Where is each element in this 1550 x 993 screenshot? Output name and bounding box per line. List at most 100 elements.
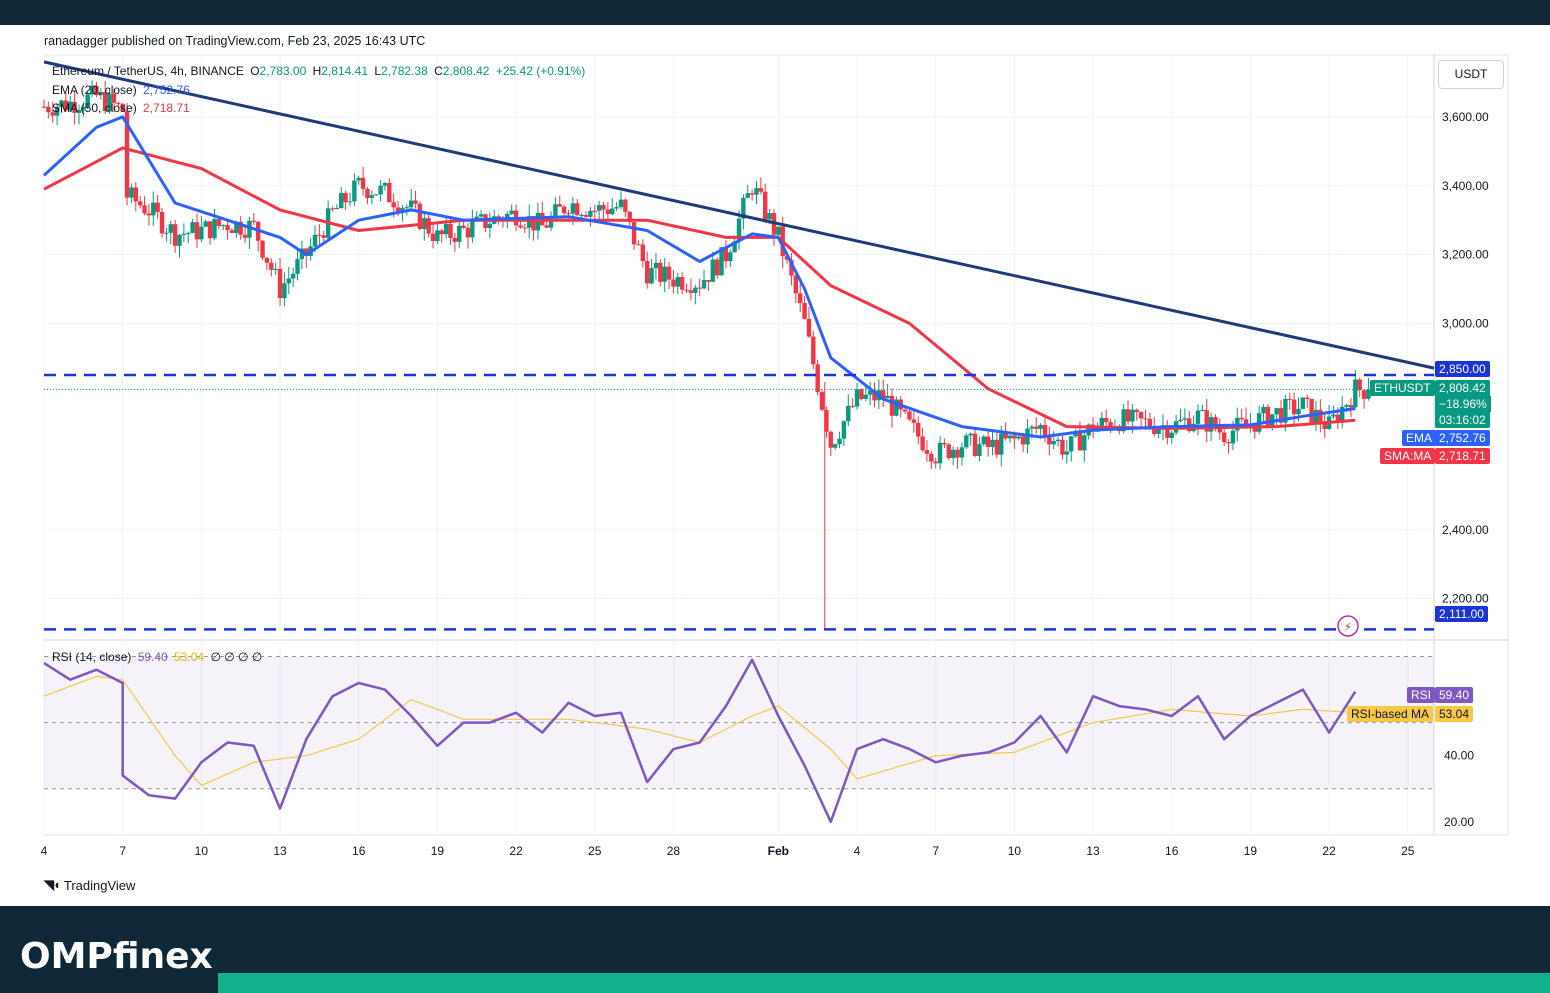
candle-body <box>946 444 952 459</box>
candle-body <box>1147 418 1153 428</box>
price-tick-label: 3,200.00 <box>1442 248 1489 262</box>
date-tick-label: 19 <box>431 844 445 858</box>
candle-body <box>1300 397 1306 409</box>
candle-body <box>120 104 125 112</box>
candle-body <box>1287 399 1292 401</box>
candle-body <box>964 435 969 448</box>
candle-body <box>234 221 239 233</box>
currency-button[interactable]: USDT <box>1438 60 1504 89</box>
candle-body <box>203 221 208 227</box>
candle-body <box>811 336 816 365</box>
rsi-value-tag: 59.40 <box>1435 687 1474 703</box>
date-tick-label: Feb <box>768 844 789 858</box>
candle-body <box>1042 425 1048 436</box>
legend-symbol-line: Ethereum / TetherUS, 4h, BINANCE O2,783.… <box>52 64 588 78</box>
lightning-icon-ring <box>1337 615 1359 637</box>
candle-body <box>1331 414 1336 417</box>
candle-body <box>352 180 357 202</box>
candle-body <box>1125 409 1131 422</box>
indicator-layer: ⚡ <box>42 60 1435 824</box>
candle-body <box>408 200 414 208</box>
candle-body <box>63 100 69 111</box>
candle-body <box>172 224 178 246</box>
candle-body <box>627 211 632 223</box>
candle-body <box>1134 409 1139 413</box>
candle-body <box>1121 409 1126 432</box>
candle-body <box>509 210 514 214</box>
candle-body <box>98 92 104 96</box>
candle-body <box>723 247 729 262</box>
candle-body <box>640 244 646 261</box>
candle-body <box>662 266 667 282</box>
candle-body <box>426 218 431 234</box>
legend-rsi-label: RSI (14, close) <box>52 650 132 664</box>
candle-body <box>207 221 213 239</box>
legend-high-label: H <box>312 64 322 78</box>
candle-body <box>295 259 300 274</box>
sma-label-tag: SMA:MA <box>1380 448 1436 464</box>
candle-body <box>1213 417 1218 429</box>
top-bar <box>0 0 1550 25</box>
candle-body <box>636 244 641 246</box>
candle-body <box>286 278 291 284</box>
candle-body <box>391 202 396 208</box>
candle-body <box>929 453 934 462</box>
candle-body <box>41 106 47 108</box>
candle-body <box>260 240 265 258</box>
legend-rsi-extra: ∅ ∅ ∅ ∅ <box>210 650 263 664</box>
candle-body <box>124 111 130 198</box>
candle-body <box>881 390 886 399</box>
lightning-icon-glyph: ⚡ <box>1344 620 1352 634</box>
candle-body <box>566 213 571 215</box>
candle-body <box>618 199 624 208</box>
candle-body <box>356 177 361 181</box>
candle-body <box>837 438 842 445</box>
candle-body <box>518 225 523 228</box>
candle-body <box>242 234 248 238</box>
footer-stripe <box>218 973 1550 993</box>
legend-change: +25.42 (+0.91%) <box>495 64 586 78</box>
candle-body <box>452 237 458 242</box>
candle-body <box>1318 409 1323 424</box>
price-tick-label: 2,200.00 <box>1442 592 1489 606</box>
candle-body <box>317 234 322 236</box>
date-tick-label: 22 <box>1322 844 1336 858</box>
candle-body <box>846 405 851 422</box>
candle-body <box>54 107 60 116</box>
candle-body <box>177 234 182 246</box>
candle-body <box>972 433 978 456</box>
candle-body <box>1217 428 1223 433</box>
ema-label-tag: EMA <box>1402 430 1437 446</box>
legend-rsi-line: RSI (14, close) 59.40 53.04 ∅ ∅ ∅ ∅ <box>52 650 265 664</box>
last-price-tag: 2,808.42 <box>1435 380 1490 396</box>
candle-body <box>343 193 348 203</box>
candle-body <box>1366 389 1371 399</box>
candle-body <box>548 215 554 228</box>
candle-body <box>693 287 698 293</box>
candle-body <box>129 187 134 198</box>
support-price-tag: 2,111.00 <box>1435 606 1488 622</box>
candle-body <box>1099 417 1104 426</box>
candle-layer <box>41 80 1376 630</box>
candle-body <box>784 256 790 260</box>
candle-body <box>985 436 991 448</box>
candle-body <box>937 442 943 464</box>
candle-body <box>745 193 750 198</box>
candle-body <box>977 444 982 456</box>
candle-body <box>330 208 335 210</box>
candle-body <box>1226 442 1231 444</box>
candle-body <box>72 101 77 113</box>
candle-body <box>1060 439 1065 455</box>
candle-body <box>1200 410 1205 412</box>
candle-body <box>413 200 418 204</box>
candle-body <box>1156 428 1161 434</box>
candle-body <box>448 223 453 238</box>
candle-body <box>850 405 855 407</box>
legend-open: 2,783.00 <box>259 64 307 78</box>
candle-body <box>1051 441 1056 445</box>
candle-body <box>1344 405 1349 407</box>
tradingview-mark-icon: ◥◖ <box>44 877 61 892</box>
chart-canvas[interactable]: ⚡ 3,600.00 3,400.00 3,200.00 3,000.00 2,400.… <box>0 0 1550 906</box>
candle-body <box>194 222 200 240</box>
candle-body <box>776 226 781 235</box>
